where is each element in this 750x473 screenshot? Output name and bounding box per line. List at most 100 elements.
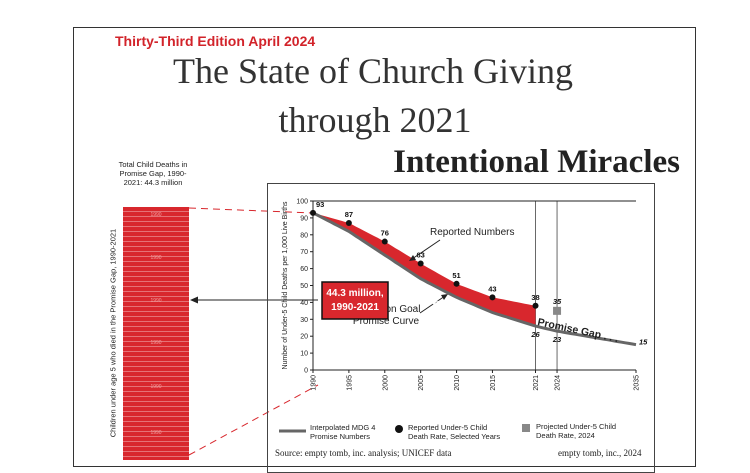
- chart-grid: [535, 201, 558, 370]
- under5-mortality-chart: 0 10 20 30 40 50 60 70 80 90 100 1990 1995 2000 2005 20…: [279, 199, 648, 441]
- reported-numbers-annotation: Reported Numbers: [430, 227, 514, 238]
- projected-point-label: 35: [553, 297, 562, 306]
- source-note: Source: empty tomb, inc. analysis; UNICE…: [275, 448, 452, 458]
- legend-square-marker: [522, 424, 530, 432]
- page-title-text1: The State of Church Giving: [173, 51, 573, 91]
- bar-stripe: [123, 301, 189, 302]
- bar-stripe: [123, 451, 189, 452]
- reported-numbers-arrow: [411, 239, 441, 260]
- x-tick-label: 1995: [346, 375, 353, 391]
- bar-stripe: [123, 351, 189, 352]
- reported-point-label: 51: [452, 271, 460, 280]
- promise-gap-area: [313, 212, 536, 327]
- chart-points: 93 87 76 63 51 43 38 35 26 23 15: [310, 200, 648, 347]
- bar-stripe: [123, 371, 189, 372]
- bar-year-mark: 1990: [150, 298, 162, 304]
- chart-axes: 0 10 20 30 40 50 60 70 80 90 100 1990 1995 2000 2005 20…: [282, 199, 641, 391]
- page-subtitle: Intentional Miracles: [393, 144, 680, 180]
- bar-stripe: [123, 426, 189, 427]
- bar-stripe: [123, 256, 189, 257]
- reported-point: [417, 260, 424, 267]
- goal-annotation-arrow: [419, 295, 446, 314]
- bar-caption: Total Child Deaths in Promise Gap, 1990-…: [118, 160, 188, 187]
- bar-stripe: [123, 431, 189, 432]
- reported-point: [453, 280, 460, 287]
- bar-stripe: [123, 411, 189, 412]
- reported-point: [345, 219, 352, 226]
- reported-numbers-arrowhead: [409, 255, 416, 261]
- y-tick-label: 0: [304, 368, 308, 375]
- reported-point: [310, 209, 316, 216]
- bar-stripe: [123, 231, 189, 232]
- reported-point-label: 93: [316, 200, 324, 209]
- bar-year-mark: 1990: [150, 340, 162, 346]
- bar-stripe: [123, 261, 189, 262]
- y-tick-label: 70: [300, 249, 308, 256]
- legend-item3-line1: Projected Under-5 Child: [536, 422, 616, 431]
- bar-stripe: [123, 331, 189, 332]
- goal-curve-line: [312, 211, 637, 347]
- reported-point-label: 38: [531, 293, 539, 302]
- bar-stripe: [123, 246, 189, 247]
- bar-stripe: [123, 326, 189, 327]
- bar-stripe: [123, 381, 189, 382]
- bar-stripe: [123, 456, 189, 457]
- bar-stripe: [123, 421, 189, 422]
- bar-stripe: [123, 306, 189, 307]
- reported-point: [532, 302, 539, 309]
- y-tick-label: 60: [300, 266, 308, 273]
- reported-point-label: 43: [488, 284, 496, 293]
- page-title-line1: The State of Church Giving: [0, 50, 750, 92]
- bar-stripe: [123, 446, 189, 447]
- bar-stripe: [123, 296, 189, 297]
- bar-stripe: [123, 311, 189, 312]
- bar-stripe: [123, 376, 189, 377]
- y-tick-label: 40: [300, 300, 308, 307]
- y-tick-label: 10: [300, 351, 308, 358]
- x-tick-label: 2010: [454, 375, 461, 391]
- bar-year-mark: 1990: [150, 430, 162, 436]
- x-tick-label: 2024: [555, 375, 562, 391]
- legend-item2-line1: Reported Under-5 Child: [408, 423, 487, 432]
- reported-point: [489, 294, 496, 301]
- goal-annotation-line2: Promise Curve: [353, 316, 420, 327]
- edition-label: Thirty-Third Edition April 2024: [115, 33, 316, 49]
- legend-item1-line2: Promise Numbers: [310, 432, 370, 441]
- goal-point-label: 26: [530, 330, 540, 339]
- bar-stripe: [123, 241, 189, 242]
- bar-stripe: [123, 336, 189, 337]
- x-tick-label: 1990: [311, 375, 318, 391]
- page-title-line2: through 2021: [278, 100, 472, 140]
- goal-point-label: 15: [639, 338, 648, 347]
- bar-stripe: [123, 276, 189, 277]
- goal-annotation-arrowhead: [441, 294, 448, 300]
- bar-stripe: [123, 211, 189, 212]
- goal-point-label: 23: [552, 335, 562, 344]
- bar-stripe: [123, 226, 189, 227]
- callout-line2: 1990-2021: [331, 302, 379, 313]
- bar-stripe: [123, 316, 189, 317]
- bar-stripe: [123, 386, 189, 387]
- legend-item2-line2: Death Rate, Selected Years: [408, 432, 500, 441]
- bar-stripe: [123, 286, 189, 287]
- legend-item3-line2: Death Rate, 2024: [536, 431, 595, 440]
- bar-stripe: [123, 321, 189, 322]
- bar-stripe: [123, 366, 189, 367]
- legend-dot-marker: [395, 425, 403, 433]
- reported-point-label: 87: [345, 210, 353, 219]
- bar-stripe: [123, 281, 189, 282]
- y-tick-label: 80: [300, 232, 308, 239]
- bar-stripe: [123, 356, 189, 357]
- projected-point: [553, 306, 562, 315]
- x-tick-label: 2000: [382, 375, 389, 391]
- reported-point-label: 76: [381, 229, 389, 238]
- bar-stripe: [123, 216, 189, 217]
- y-tick-label: 50: [300, 283, 308, 290]
- bar-stripe: [123, 291, 189, 292]
- legend-item1-line1: Interpolated MDG 4: [310, 423, 375, 432]
- copyright-note: empty tomb, inc., 2024: [558, 448, 642, 458]
- bar-stripe: [123, 271, 189, 272]
- bar-stripe: [123, 341, 189, 342]
- bar-stripe: [123, 391, 189, 392]
- bar-stripe: [123, 236, 189, 237]
